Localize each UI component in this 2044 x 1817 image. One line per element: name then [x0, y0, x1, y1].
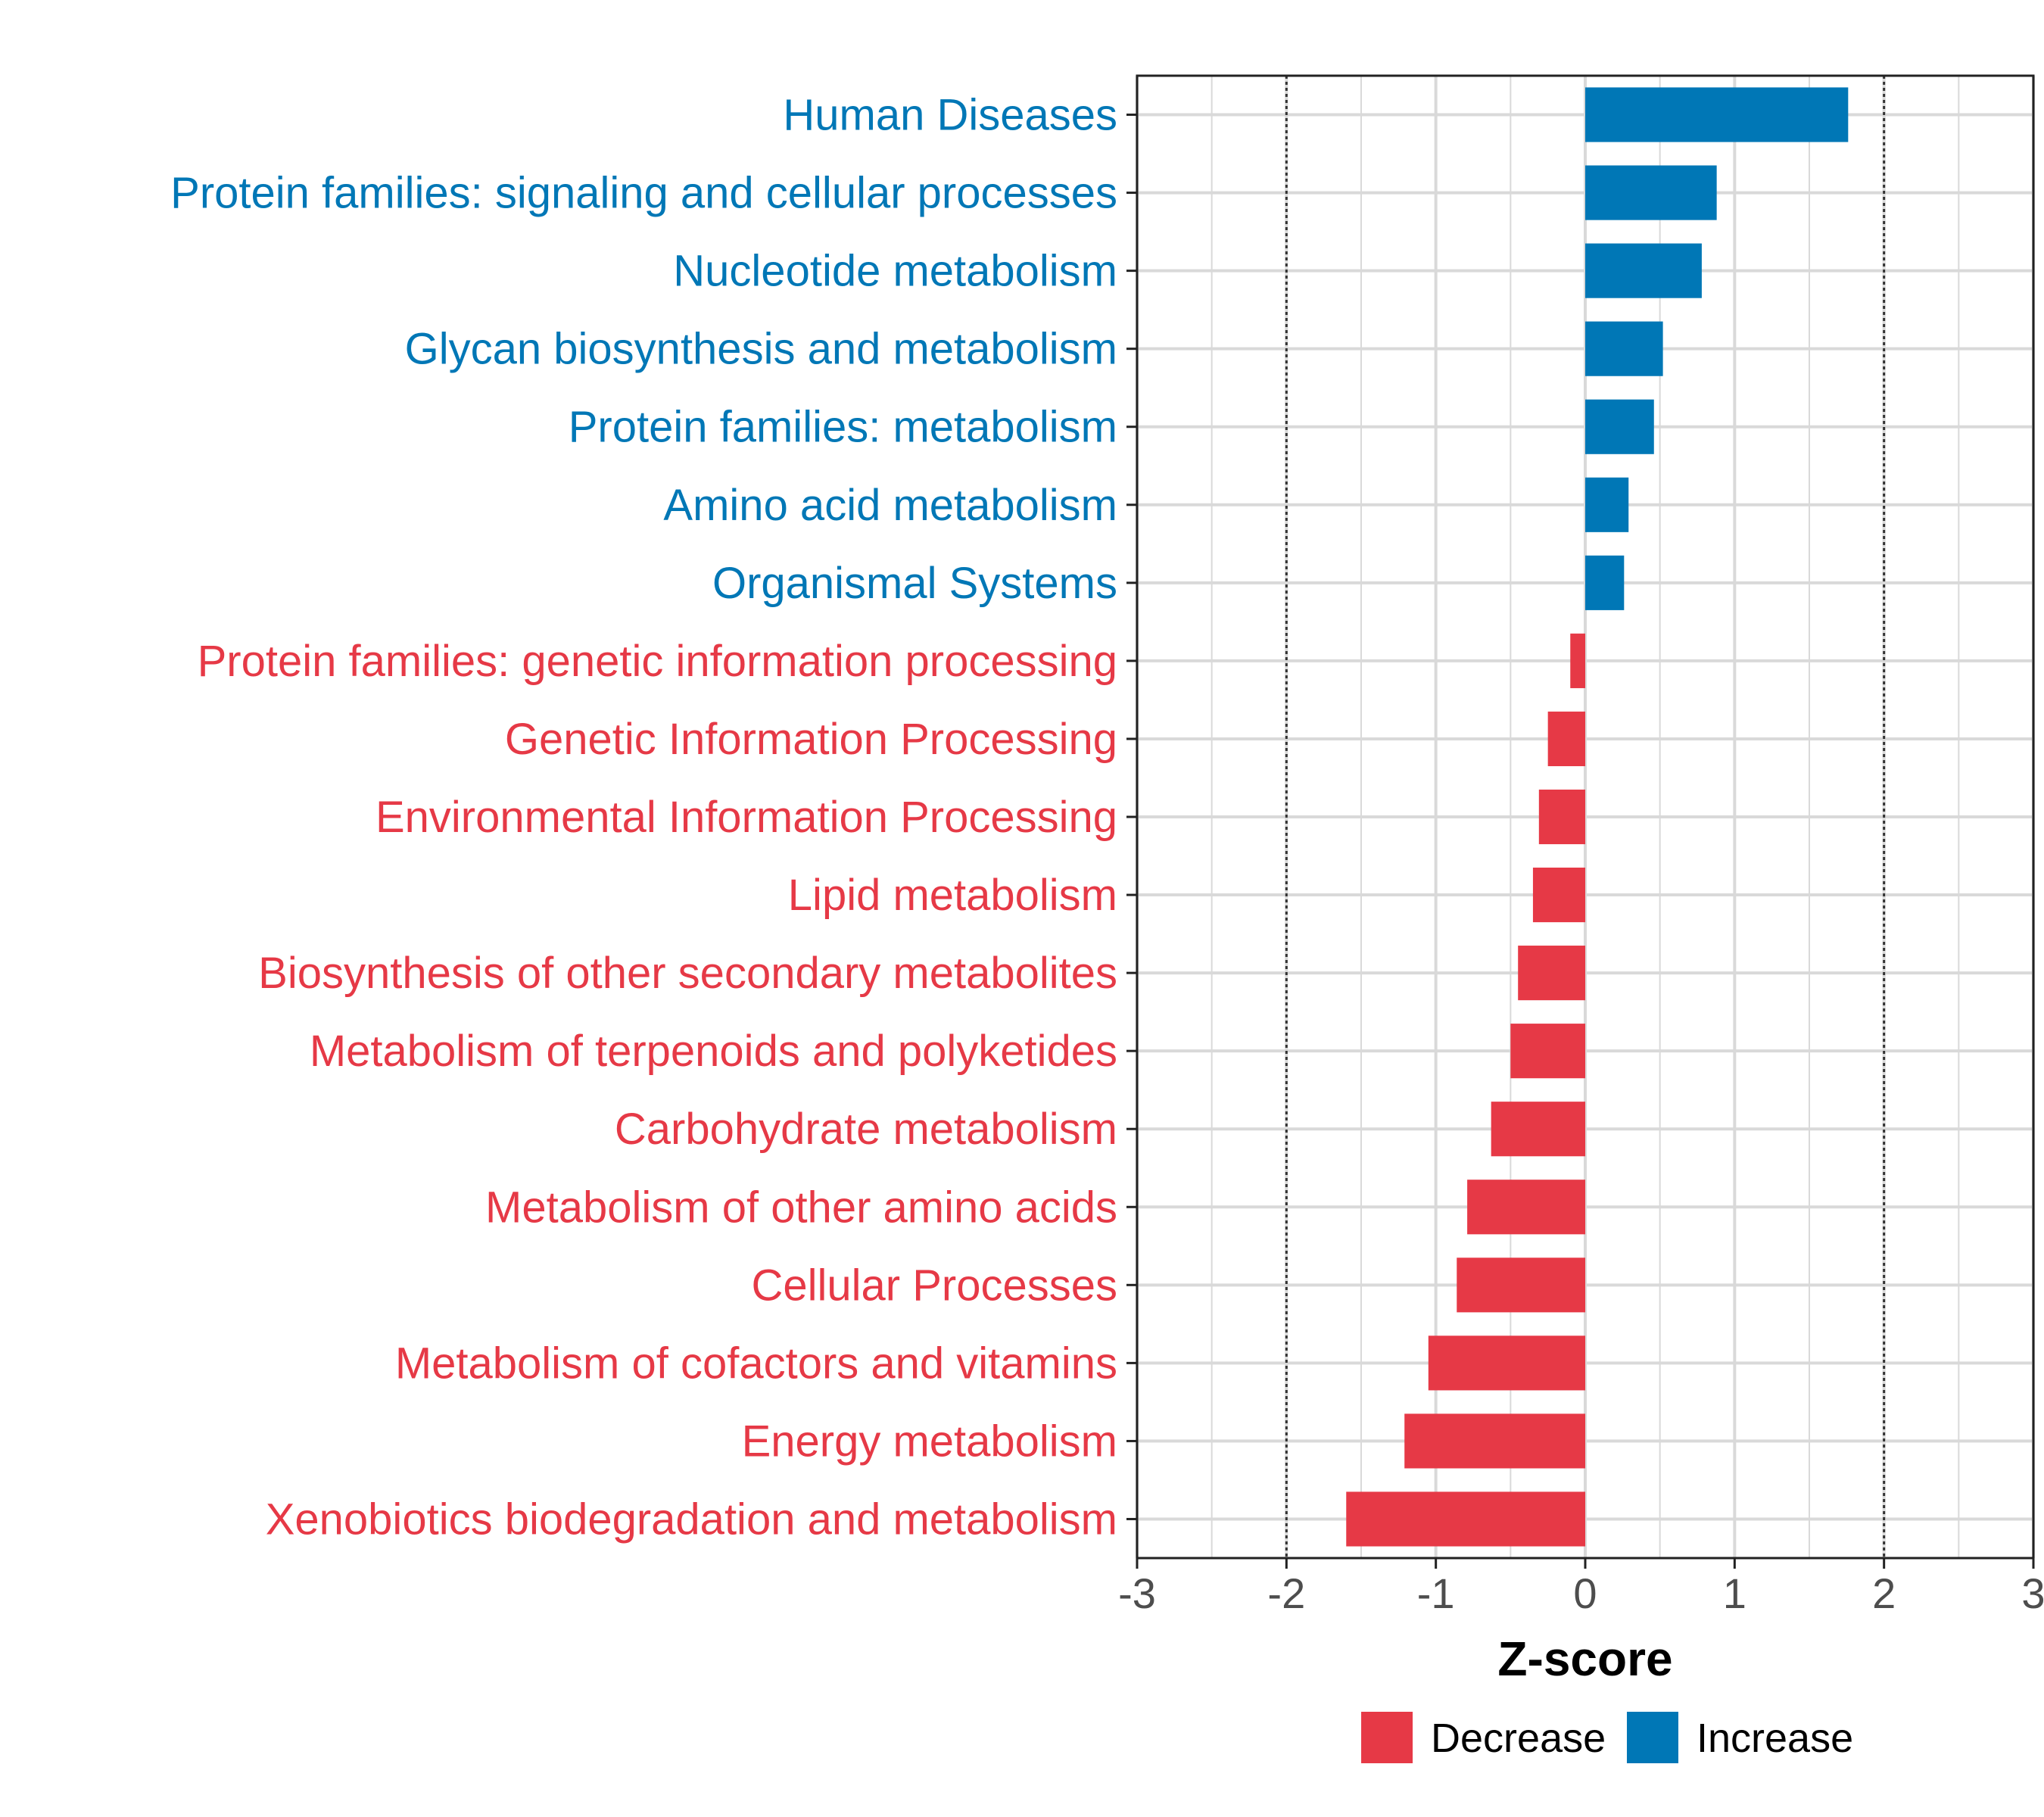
y-axis-labels: Human Diseases Protein families: signalin…: [170, 91, 1117, 1544]
x-tick-label: 1: [1723, 1569, 1746, 1617]
y-tick-label: Metabolism of terpenoids and polyketides: [310, 1027, 1117, 1076]
bar: [1346, 1491, 1585, 1547]
bar: [1585, 555, 1625, 610]
y-tick-label: Human Diseases: [783, 91, 1117, 140]
legend-swatch-increase: [1627, 1712, 1678, 1763]
x-tick-label: 0: [1573, 1569, 1597, 1617]
y-tick-label: Protein families: genetic information pr…: [198, 637, 1117, 686]
y-tick-label: Protein families: metabolism: [569, 403, 1117, 452]
legend-swatch-decrease: [1361, 1712, 1413, 1763]
bar: [1404, 1413, 1585, 1469]
legend: Decrease Increase: [1361, 1712, 1853, 1763]
bar: [1585, 243, 1702, 298]
y-tick-label: Biosynthesis of other secondary metaboli…: [258, 949, 1117, 998]
y-tick-label: Glycan biosynthesis and metabolism: [405, 325, 1117, 374]
x-axis-ticks: -3 -2 -1 0 1 2 3: [1118, 1558, 2044, 1617]
y-axis-ticks: [1126, 114, 1137, 1520]
bar: [1428, 1335, 1585, 1391]
y-tick-label: Carbohydrate metabolism: [615, 1105, 1117, 1154]
y-tick-label: Nucleotide metabolism: [673, 247, 1117, 296]
bar: [1467, 1180, 1585, 1235]
bar: [1570, 633, 1585, 688]
bar: [1585, 399, 1654, 454]
bar: [1518, 946, 1585, 1001]
legend-label-decrease: Decrease: [1431, 1716, 1606, 1761]
x-axis-title: Z-score: [1497, 1632, 1672, 1686]
y-tick-label: Environmental Information Processing: [375, 793, 1117, 842]
y-tick-label: Organismal Systems: [712, 559, 1117, 608]
bar: [1532, 867, 1585, 923]
y-tick-label: Metabolism of other amino acids: [485, 1183, 1117, 1232]
bar: [1538, 789, 1585, 845]
y-tick-label: Genetic Information Processing: [505, 715, 1117, 764]
bar: [1510, 1024, 1585, 1079]
bar: [1585, 321, 1663, 376]
x-tick-label: -1: [1417, 1569, 1455, 1617]
bars: [1346, 87, 1849, 1547]
y-tick-label: Metabolism of cofactors and vitamins: [395, 1339, 1117, 1388]
bar: [1585, 477, 1629, 532]
y-tick-label: Protein families: signaling and cellular…: [170, 169, 1117, 218]
bar: [1457, 1258, 1585, 1313]
bar: [1491, 1102, 1585, 1157]
y-tick-label: Xenobiotics biodegradation and metabolis…: [266, 1494, 1117, 1544]
x-tick-label: 2: [1872, 1569, 1896, 1617]
y-tick-label: Lipid metabolism: [788, 871, 1117, 920]
bar: [1585, 87, 1849, 142]
x-tick-label: -3: [1118, 1569, 1156, 1617]
reference-lines: [1285, 76, 1886, 1558]
y-tick-label: Amino acid metabolism: [663, 481, 1117, 530]
y-tick-label: Cellular Processes: [751, 1261, 1117, 1310]
legend-label-increase: Increase: [1697, 1716, 1853, 1761]
bar: [1585, 165, 1717, 220]
bar: [1547, 711, 1585, 767]
x-tick-label: -2: [1267, 1569, 1305, 1617]
x-tick-label: 3: [2021, 1569, 2044, 1617]
y-tick-label: Energy metabolism: [742, 1417, 1117, 1466]
